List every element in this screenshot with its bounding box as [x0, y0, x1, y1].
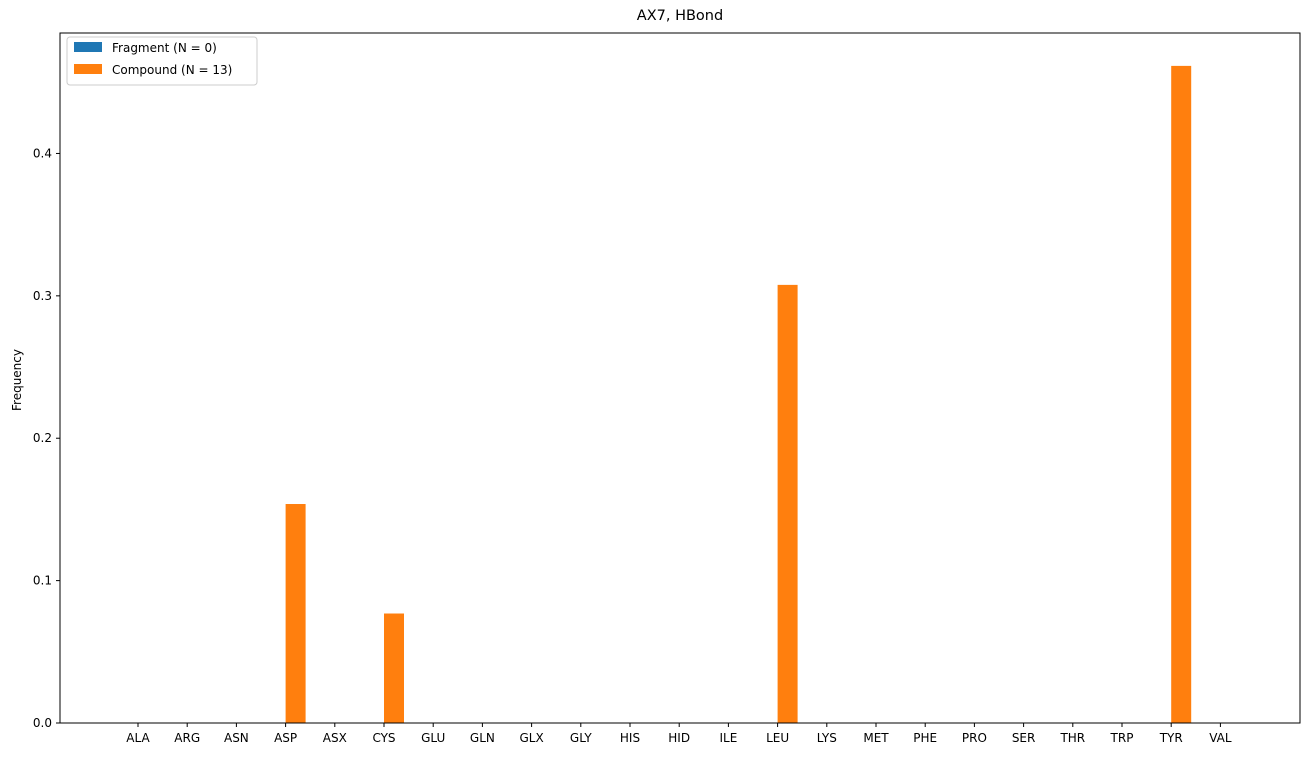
x-tick-label: GLX: [519, 731, 543, 745]
x-tick-label: ARG: [174, 731, 200, 745]
y-axis-label: Frequency: [10, 349, 24, 411]
bar-tyr-series-1: [1171, 65, 1192, 723]
legend-label-series-1: Compound (N = 13): [112, 63, 232, 77]
plot-frame: [59, 32, 1301, 724]
bar-cys-series-1: [384, 613, 404, 723]
x-tick-label: ILE: [719, 731, 737, 745]
x-tick-label: ASN: [224, 731, 249, 745]
y-axis: 0.0 0.1 0.2 0.3 0.4: [33, 146, 60, 730]
bar-asp-series-1: [285, 504, 306, 723]
x-tick-label: CYS: [372, 731, 395, 745]
x-tick-label: PRO: [962, 731, 987, 745]
y-tick-label: 0.1: [33, 574, 52, 588]
legend-swatch-series-0: [74, 42, 102, 52]
x-tick-label: GLN: [470, 731, 495, 745]
x-tick-label: TRP: [1110, 731, 1134, 745]
y-tick-label: 0.2: [33, 431, 52, 445]
x-tick-label: ASX: [323, 731, 347, 745]
x-tick-label: THR: [1059, 731, 1085, 745]
x-tick-label: ALA: [126, 731, 150, 745]
bars-layer: [285, 65, 1192, 723]
y-tick-label: 0.4: [33, 146, 52, 160]
legend-label-series-0: Fragment (N = 0): [112, 41, 217, 55]
y-tick-label: 0.3: [33, 289, 52, 303]
x-tick-label: LEU: [766, 731, 789, 745]
legend-box: [66, 36, 258, 86]
x-tick-label: GLU: [421, 731, 445, 745]
x-tick-label: VAL: [1209, 731, 1232, 745]
x-tick-label: TYR: [1159, 731, 1183, 745]
x-tick-label: SER: [1012, 731, 1036, 745]
x-tick-label: ASP: [274, 731, 297, 745]
x-tick-label: HIS: [620, 731, 640, 745]
y-tick-label: 0.0: [33, 716, 52, 730]
legend: Fragment (N = 0) Compound (N = 13): [66, 36, 258, 86]
x-axis: ALA ARG ASN ASP ASX CYS GLU GLN GLX GLY HIS HID ILE L…: [126, 723, 1232, 745]
x-tick-label: HID: [668, 731, 690, 745]
x-tick-label: LYS: [817, 731, 837, 745]
chart-title: AX7, HBond: [637, 8, 723, 24]
x-tick-label: GLY: [570, 731, 592, 745]
x-tick-label: MET: [863, 731, 889, 745]
bar-leu-series-1: [777, 284, 798, 723]
x-tick-label: PHE: [913, 731, 937, 745]
legend-swatch-series-1: [74, 64, 102, 74]
